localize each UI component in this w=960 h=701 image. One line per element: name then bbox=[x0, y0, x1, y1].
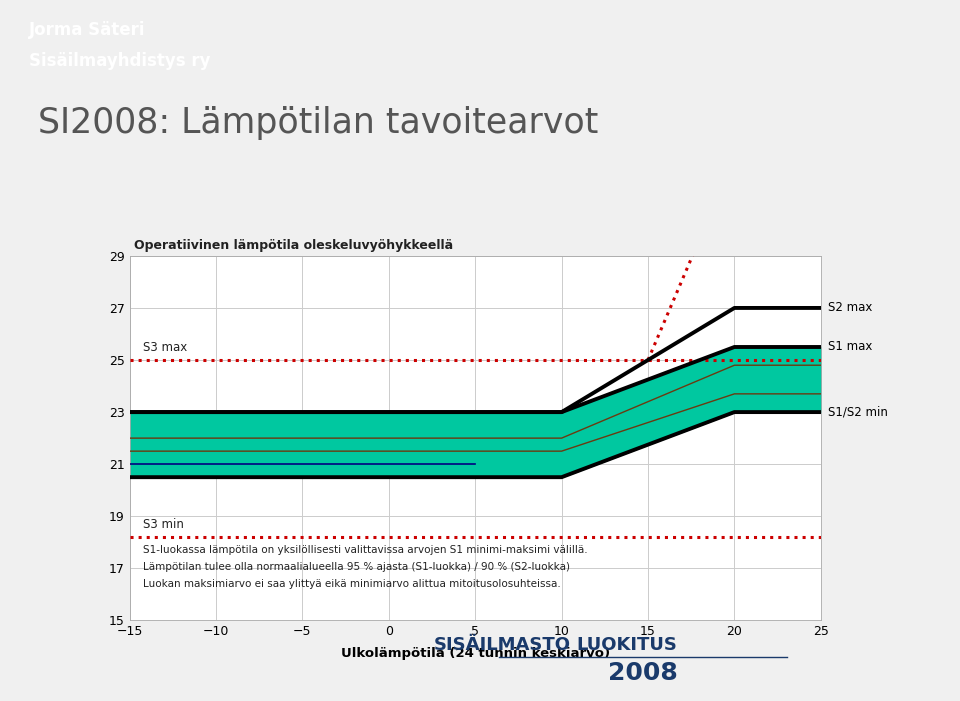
Text: Operatiivinen lämpötila oleskeluvyöhykkeellä: Operatiivinen lämpötila oleskeluvyöhykke… bbox=[134, 239, 453, 252]
Text: S1-luokassa lämpötila on yksilöllisesti valittavissa arvojen S1 minimi-maksimi v: S1-luokassa lämpötila on yksilöllisesti … bbox=[143, 545, 588, 555]
Text: S3 min: S3 min bbox=[143, 517, 184, 531]
Text: LUOKITUS: LUOKITUS bbox=[576, 636, 677, 654]
Text: S3 max: S3 max bbox=[143, 341, 187, 353]
Text: Sisäilmayhdistys ry: Sisäilmayhdistys ry bbox=[29, 52, 210, 70]
Text: SI2008: Lämpötilan tavoitearvot: SI2008: Lämpötilan tavoitearvot bbox=[38, 106, 599, 139]
Text: SISÄILMASTO: SISÄILMASTO bbox=[434, 636, 571, 654]
Text: S1 max: S1 max bbox=[828, 341, 872, 353]
Text: Lämpötilan tulee olla normaalialueella 95 % ajasta (S1-luokka) / 90 % (S2-luokka: Lämpötilan tulee olla normaalialueella 9… bbox=[143, 562, 570, 572]
Text: S1/S2 min: S1/S2 min bbox=[828, 406, 888, 418]
Text: Luokan maksimiarvo ei saa ylittyä eikä minimiarvo alittua mitoitusolosuhteissa.: Luokan maksimiarvo ei saa ylittyä eikä m… bbox=[143, 579, 562, 589]
Text: Jorma Säteri: Jorma Säteri bbox=[29, 21, 145, 39]
X-axis label: Ulkolämpötila (24 tunnin keskiarvo): Ulkolämpötila (24 tunnin keskiarvo) bbox=[341, 646, 610, 660]
Text: S2 max: S2 max bbox=[828, 301, 872, 315]
Text: 2008: 2008 bbox=[609, 661, 678, 685]
